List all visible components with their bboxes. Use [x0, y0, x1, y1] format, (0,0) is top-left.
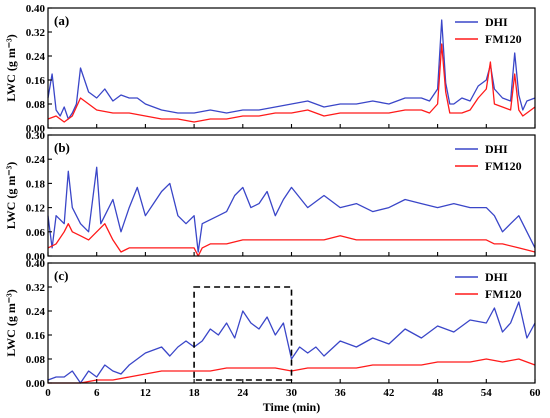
panel-3-ytick-label: 0.08: [26, 354, 46, 366]
panel-3-legend-label-fm120: FM120: [485, 287, 522, 301]
panel-3-series-dhi-line: [47, 301, 536, 384]
panel-3-xtick-label: 6: [94, 387, 100, 399]
panel-3-xtick-label: 24: [237, 387, 249, 399]
panel-2-ytick-label: 0.18: [26, 178, 46, 190]
panel-3-xtick-label: 42: [383, 387, 395, 399]
panel-3: 0.00 0.08 0.16 0.24 0.32 0.40 0 6 12 18 24 30 36 42 48…: [4, 258, 541, 414]
panel-2-series-dhi-line: [47, 166, 536, 253]
panel-2-label: (b): [54, 140, 70, 155]
panel-1-ytick-label: 0.40: [26, 3, 46, 15]
panel-3-ytick-label: 0.40: [26, 258, 46, 270]
panel-2-ytick-label: 0.06: [26, 227, 46, 239]
panel-2-legend-label-dhi: DHI: [485, 142, 508, 156]
panel-2: 0.00 0.06 0.12 0.18 0.24 0.30 (b) LWC (g m⁻³) DH…: [4, 130, 536, 263]
panel-2-y-axis-title: LWC (g m⁻³): [4, 162, 18, 230]
panel-3-y-axis-title: LWC (g m⁻³): [4, 289, 18, 357]
panel-1-ytick-label: 0.24: [26, 51, 46, 63]
panel-3-xtick-label: 18: [189, 387, 201, 399]
panel-3-highlight-box: [193, 286, 293, 381]
panel-2-ytick-label: 0.12: [26, 203, 46, 215]
panel-1-series-fm120-line: [47, 43, 536, 123]
panel-1-legend-label-fm120: FM120: [485, 32, 522, 46]
panel-1-ytick-label: 0.08: [26, 99, 46, 111]
panel-3-ytick-label: 0.24: [26, 306, 46, 318]
panel-1-ytick-label: 0.00: [26, 123, 46, 135]
panel-1-series-dhi-line: [47, 19, 536, 120]
panel-3-xtick-label: 30: [286, 387, 298, 399]
panel-3-ytick-label: 0.16: [26, 330, 46, 342]
panel-2-ytick-label: 0.00: [26, 251, 46, 263]
panel-2-legend-label-fm120: FM120: [485, 159, 522, 173]
panel-2-series-fm120-line: [47, 223, 536, 257]
panel-3-label: (c): [54, 268, 68, 283]
panel-3-xtick-label: 12: [140, 387, 152, 399]
panel-1-ytick-label: 0.32: [26, 27, 46, 39]
panel-3-xtick-label: 48: [432, 387, 444, 399]
panel-1-ytick-label: 0.16: [26, 75, 46, 87]
panel-2-ytick-label: 0.24: [26, 154, 46, 166]
panel-3-xtick-label: 36: [335, 387, 347, 399]
panel-1-frame: [47, 7, 536, 129]
panel-1-label: (a): [54, 13, 69, 28]
panel-1-y-axis-title: LWC (g m⁻³): [4, 34, 18, 102]
panel-3-xtick-label: 0: [45, 387, 51, 399]
panel-2-frame: [47, 134, 536, 257]
panel-1: 0.00 0.08 0.16 0.24 0.32 0.40 (a) LWC (g m⁻³) DH…: [4, 3, 536, 135]
panel-3-legend-label-dhi: DHI: [485, 270, 508, 284]
panel-3-ytick-label: 0.32: [26, 282, 46, 294]
panel-2-ytick-label: 0.30: [26, 130, 46, 142]
x-axis-title: Time (min): [263, 400, 320, 414]
panel-1-legend-label-dhi: DHI: [485, 15, 508, 29]
panel-3-xtick-label: 54: [481, 387, 493, 399]
panel-3-ytick-label: 0.00: [26, 378, 46, 390]
panel-3-xtick-label: 60: [530, 387, 542, 399]
